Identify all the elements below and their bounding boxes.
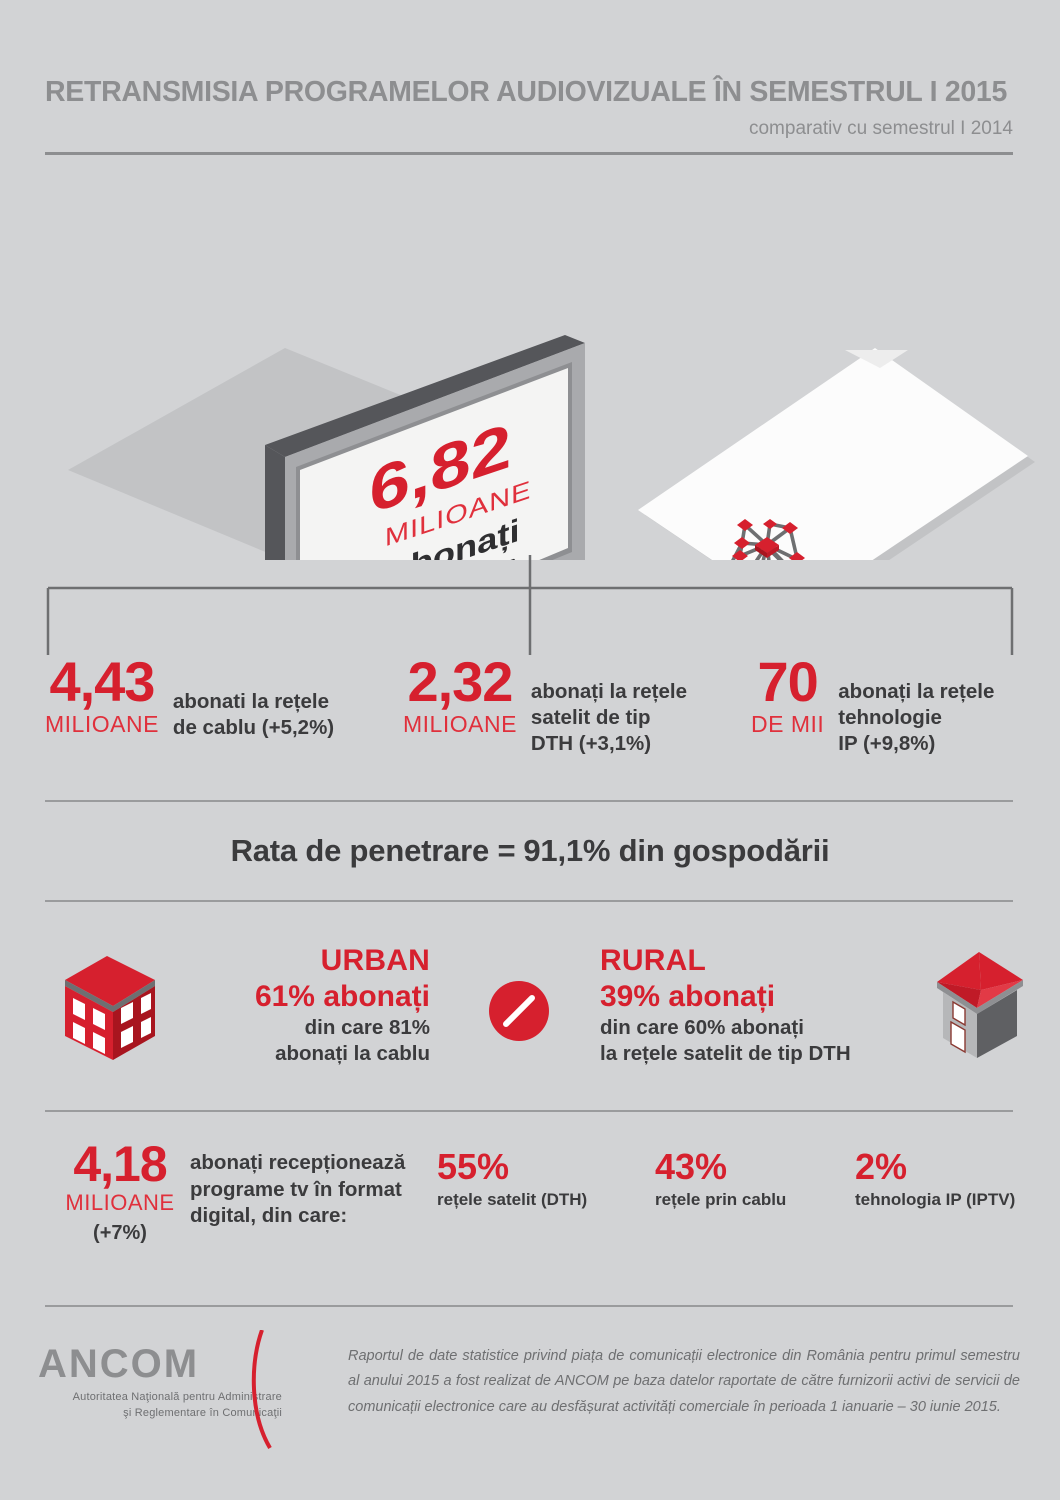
penetration-rate: Rata de penetrare = 91,1% din gospodării xyxy=(0,833,1060,869)
tv-screen xyxy=(300,368,568,560)
stats-row: 4,43 MILIOANE abonati la rețele de cablu… xyxy=(45,650,1013,785)
house-roof-eave xyxy=(937,982,977,1014)
building-roof-edge xyxy=(65,980,113,1012)
rural-title: RURAL xyxy=(600,944,706,977)
digital-lead-text-line3: digital, din care: xyxy=(190,1204,348,1228)
digital-breakdown-iptv: 2% tehnologia IP (IPTV) xyxy=(855,1148,1015,1210)
page-title: RETRANSMISIA PROGRAMELOR AUDIOVIZUALE ÎN… xyxy=(45,76,1008,108)
stat-ip-desc-line3: IP (+9,8%) xyxy=(838,732,936,756)
penetration-label: Rata de penetrare = xyxy=(230,833,516,868)
divider-after-stats xyxy=(45,800,1013,802)
digital-iptv-value: 2% xyxy=(855,1146,908,1187)
stat-cablu-description: abonati la rețele de cablu (+5,2%) xyxy=(173,655,334,741)
tv-bezel-top xyxy=(265,335,585,457)
stat-satelit-desc-line2: satelit de tip xyxy=(530,706,651,730)
urban-title: URBAN xyxy=(320,944,430,977)
digital-cablu-label: rețele prin cablu xyxy=(655,1189,787,1209)
building-windows-left xyxy=(73,998,105,1054)
stat-satelit-desc-line3: DTH (+3,1%) xyxy=(530,732,652,756)
house-roof-left xyxy=(937,952,981,990)
bracket-connector xyxy=(0,555,1060,675)
rural-headline: 39% abonați xyxy=(600,979,776,1013)
building-roof xyxy=(65,956,155,1006)
penetration-value: 91,1% din gospodării xyxy=(523,833,830,868)
stat-satelit-unit: MILIOANE xyxy=(403,711,517,738)
stat-cablu: 4,43 MILIOANE abonati la rețele de cablu… xyxy=(45,650,334,741)
rural-block: RURAL 39% abonați din care 60% abonați l… xyxy=(600,944,930,1068)
digital-lead-change: (+7%) xyxy=(93,1221,147,1244)
stat-ip-desc-line2: tehnologie xyxy=(838,706,942,730)
stat-ip-value: 70 xyxy=(757,650,818,713)
rural-detail-line1: din care 60% abonați xyxy=(600,1015,804,1039)
stat-ip-desc-line1: abonați la rețele xyxy=(838,680,995,703)
header: RETRANSMISIA PROGRAMELOR AUDIOVIZUALE ÎN… xyxy=(45,78,1013,138)
house-door xyxy=(950,1020,966,1054)
stat-ip-number-block: 70 DE MII xyxy=(751,650,825,739)
house-icon xyxy=(925,948,1035,1071)
ancom-logo-tagline-line2: şi Reglementare în Comunicaţii xyxy=(123,1406,282,1419)
stat-ip-description: abonați la rețele tehnologie IP (+9,8%) xyxy=(838,655,994,758)
ancom-logo-tagline-line1: Autoritatea Naţională pentru Administrar… xyxy=(72,1391,282,1403)
house-window xyxy=(952,1000,966,1027)
stat-satelit-desc-line1: abonați la rețele xyxy=(530,680,688,703)
stat-satelit-number-block: 2,32 MILIOANE xyxy=(403,650,517,739)
tv-bezel-side xyxy=(265,445,285,560)
house-face-right xyxy=(977,990,1017,1058)
house-roof-right xyxy=(979,952,1023,990)
building-roof-edge-right xyxy=(113,980,155,1012)
network-nodes xyxy=(732,519,805,560)
urban-block: URBAN 61% abonați din care 81% abonați l… xyxy=(160,944,430,1068)
digital-breakdown-cablu: 43% rețele prin cablu xyxy=(655,1148,786,1210)
digital-dth-value: 55% xyxy=(437,1146,510,1187)
urban-detail-line1: din care 81% xyxy=(304,1015,430,1039)
digital-lead-value: 4,18 xyxy=(73,1136,167,1192)
circle-slash-icon xyxy=(483,975,555,1052)
footer: ANCOM Autoritatea Naţională pentru Admin… xyxy=(0,1329,1060,1460)
ancom-logo: ANCOM Autoritatea Naţională pentru Admin… xyxy=(38,1344,308,1422)
stat-ip: 70 DE MII abonați la rețele tehnologie I… xyxy=(751,650,994,758)
digital-lead-block: 4,18 MILIOANE (+7%) xyxy=(45,1136,195,1245)
building-windows-right xyxy=(121,993,151,1048)
house-roof-eave-right xyxy=(977,980,1023,1014)
stat-cablu-number-block: 4,43 MILIOANE xyxy=(45,650,159,739)
divider-after-urban-rural xyxy=(45,1110,1013,1112)
digital-lead-text-line1: abonați recepționează xyxy=(190,1151,406,1174)
ancom-logo-swoosh-icon xyxy=(248,1329,308,1455)
ancom-logo-wordmark: ANCOM xyxy=(38,1342,200,1386)
stat-satelit-description: abonați la rețele satelit de tip DTH (+3… xyxy=(531,655,687,758)
hero-illustration: 6,82 MILIOANE abonați (+4,5% ) xyxy=(0,160,1060,560)
divider-after-penetration xyxy=(45,900,1013,902)
digital-lead-text-line2: programe tv în format xyxy=(190,1177,402,1201)
digital-lead-text: abonați recepționează programe tv în for… xyxy=(190,1150,405,1230)
digital-iptv-label: tehnologia IP (IPTV) xyxy=(855,1189,1016,1209)
header-divider xyxy=(45,152,1013,155)
page-subtitle: comparativ cu semestrul I 2014 xyxy=(748,117,1013,139)
stat-satelit: 2,32 MILIOANE abonați la rețele satelit … xyxy=(403,650,687,758)
stat-cablu-desc-line1: abonati la rețele xyxy=(172,690,330,713)
house-roof-front xyxy=(937,982,981,1008)
stat-cablu-unit: MILIOANE xyxy=(45,711,159,738)
tv-screen-text-group: 6,82 MILIOANE abonați (+4,5% ) xyxy=(369,409,531,560)
stat-ip-unit: DE MII xyxy=(751,711,825,738)
rural-detail-line2: la rețele satelit de tip DTH xyxy=(600,1042,851,1066)
digital-section: 4,18 MILIOANE (+7%) abonați recepționeaz… xyxy=(45,1136,1015,1290)
footer-disclaimer: Raportul de date statistice privind piaț… xyxy=(348,1348,1020,1415)
stat-cablu-desc-line2: de cablu (+5,2%) xyxy=(172,716,335,740)
digital-lead-unit: MILIOANE xyxy=(65,1190,175,1215)
stat-cablu-value: 4,43 xyxy=(49,650,155,713)
urban-rural-section: URBAN 61% abonați din care 81% abonați l… xyxy=(0,930,1060,1100)
digital-breakdown-dth: 55% rețele satelit (DTH) xyxy=(437,1148,587,1210)
urban-headline: 61% abonați xyxy=(254,979,430,1013)
circle-slash-line xyxy=(503,995,535,1027)
urban-detail-line2: abonați la cablu xyxy=(275,1042,430,1066)
network-sheet-fold xyxy=(845,350,908,368)
digital-cablu-value: 43% xyxy=(655,1146,728,1187)
hero-svg: 6,82 MILIOANE abonați (+4,5% ) xyxy=(68,335,1035,560)
digital-dth-label: rețele satelit (DTH) xyxy=(437,1189,588,1209)
network-sheet xyxy=(638,348,1028,560)
building-icon xyxy=(55,948,165,1071)
stat-satelit-value: 2,32 xyxy=(407,650,513,713)
divider-before-footer xyxy=(45,1305,1013,1307)
